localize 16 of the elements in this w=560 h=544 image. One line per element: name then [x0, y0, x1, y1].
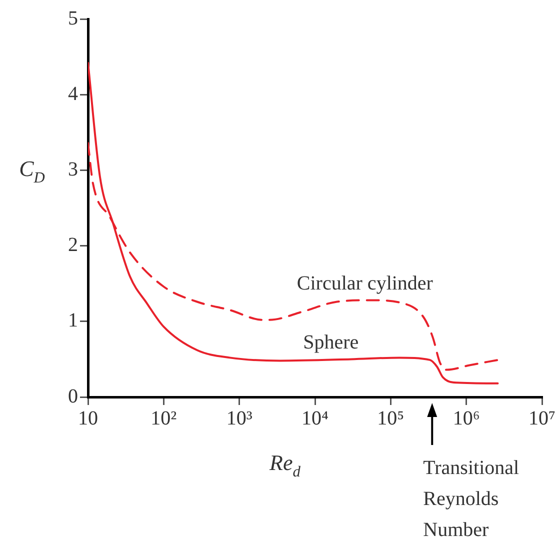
x-tick-label: 10⁵: [377, 407, 404, 430]
y-tick-label: 0: [68, 385, 78, 408]
y-tick-label: 5: [68, 7, 78, 30]
series-label: Sphere: [303, 332, 359, 354]
x-tick-label: 10: [78, 407, 98, 430]
y-tick-label: 1: [68, 310, 78, 332]
text: Transitional Reynolds Number: [423, 457, 520, 541]
y-tick-label: 3: [68, 158, 78, 180]
x-tick-label: 10²: [150, 407, 177, 430]
y-tick-label: 4: [68, 82, 78, 105]
y-tick-label: 2: [68, 234, 78, 256]
x-tick-label: 10⁷: [528, 407, 556, 430]
series-label: Circular cylinder: [296, 272, 434, 294]
x-tick-label: 10⁴: [302, 407, 329, 430]
x-tick-label: 10⁶: [452, 407, 480, 430]
x-tick-label: 10³: [226, 407, 252, 430]
